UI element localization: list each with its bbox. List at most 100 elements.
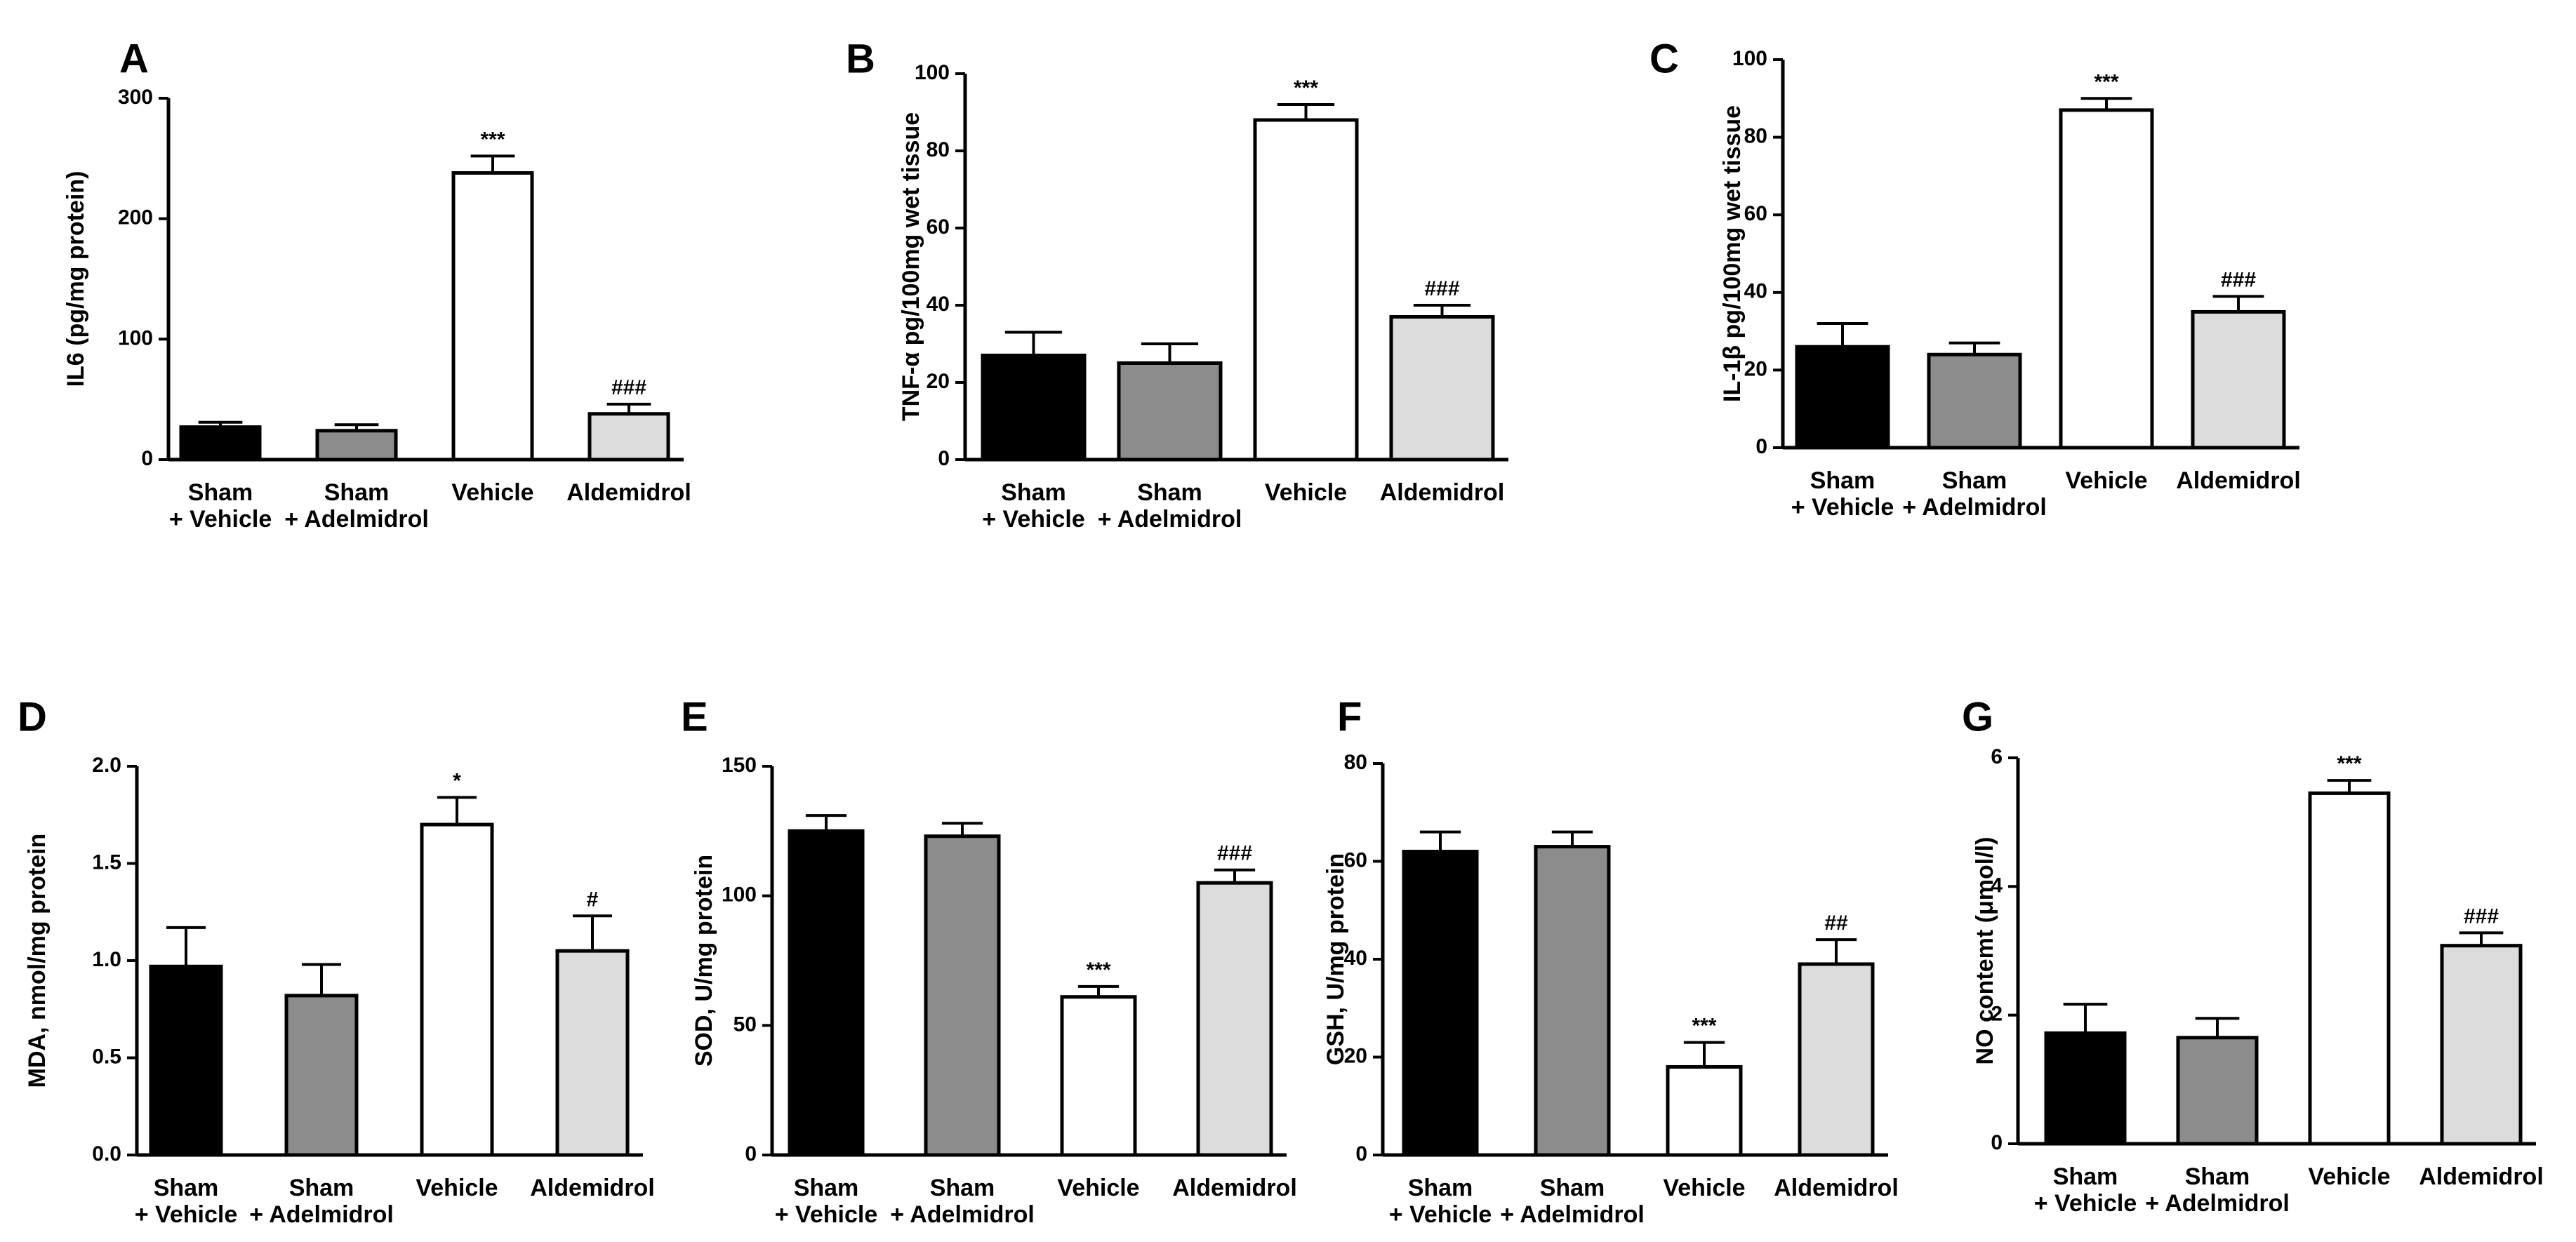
y-tick-label: 60 <box>1344 848 1367 872</box>
bar <box>284 994 359 1157</box>
x-category-label: Sham <box>154 1175 219 1201</box>
y-tick-label: 40 <box>1344 947 1367 970</box>
panel-letter: G <box>1962 695 1993 740</box>
panel-letter: C <box>1649 36 1679 82</box>
x-category-label: + Adelmidrol <box>1098 506 1242 533</box>
significance-marker: * <box>453 769 461 792</box>
bar <box>179 425 262 462</box>
y-tick-label: 100 <box>722 883 757 907</box>
y-tick-label: 40 <box>927 293 950 316</box>
x-category-label: Sham <box>794 1175 859 1201</box>
x-category-label: Aldemidrol <box>2176 467 2301 494</box>
bar <box>2044 1031 2127 1146</box>
x-category-label: Sham <box>289 1175 354 1201</box>
y-axis-label: MDA, nmol/mg protein <box>24 834 51 1088</box>
significance-marker: *** <box>2094 70 2118 93</box>
x-category-label: Sham <box>1137 479 1202 506</box>
y-tick-label: 200 <box>118 206 153 229</box>
x-category-label: Vehicle <box>2065 467 2147 494</box>
x-category-label: Sham <box>1942 467 2007 494</box>
x-category-label: + Vehicle <box>169 506 272 533</box>
x-category-label: Aldemidrol <box>1380 479 1505 506</box>
y-tick-label: 20 <box>1344 1044 1367 1067</box>
bar <box>924 834 1001 1157</box>
bar <box>788 829 865 1157</box>
significance-marker: ### <box>1217 842 1252 865</box>
y-tick-label: 6 <box>1991 745 2003 768</box>
bar <box>555 949 630 1157</box>
y-tick-label: 0 <box>1755 435 1767 458</box>
significance-marker: ### <box>2221 268 2256 291</box>
panel-letter: E <box>681 695 708 740</box>
panel-letter: B <box>846 36 875 82</box>
bar <box>2191 309 2286 450</box>
y-tick-label: 60 <box>1744 202 1767 225</box>
x-category-label: Vehicle <box>451 479 533 506</box>
y-tick-label: 1.5 <box>92 850 121 874</box>
bar <box>1117 361 1223 462</box>
x-category-label: + Vehicle <box>1791 494 1894 521</box>
x-category-label: + Vehicle <box>775 1201 878 1228</box>
y-tick-label: 0 <box>141 447 153 470</box>
x-category-label: Aldemidrol <box>1172 1175 1297 1201</box>
significance-marker: ### <box>611 376 646 399</box>
x-category-label: Sham <box>324 479 390 506</box>
x-category-label: Vehicle <box>1265 479 1347 506</box>
x-category-label: Aldemidrol <box>2419 1163 2544 1190</box>
y-tick-label: 1.0 <box>92 948 121 971</box>
significance-marker: *** <box>1086 959 1110 982</box>
y-tick-label: 20 <box>1744 357 1767 380</box>
y-tick-label: 0.5 <box>92 1045 121 1068</box>
x-category-label: + Vehicle <box>135 1201 238 1228</box>
y-tick-label: 0 <box>1355 1142 1367 1166</box>
y-axis-label: IL6 (pg/mg protein) <box>62 171 89 387</box>
y-tick-label: 40 <box>1744 280 1767 303</box>
bar <box>1060 995 1137 1157</box>
x-category-label: + Adelmidrol <box>2145 1190 2290 1217</box>
y-tick-label: 100 <box>915 61 950 84</box>
panel-letter: F <box>1337 695 1362 740</box>
significance-marker: *** <box>1692 1015 1716 1038</box>
significance-marker: ## <box>1824 912 1848 935</box>
y-tick-label: 4 <box>1991 874 2003 897</box>
x-category-label: Sham <box>1540 1175 1605 1201</box>
bar <box>1402 850 1479 1157</box>
bar <box>587 412 670 462</box>
significance-marker: *** <box>1294 76 1318 100</box>
bar <box>1253 118 1359 462</box>
bar <box>2440 944 2523 1146</box>
significance-marker: ### <box>1424 277 1459 300</box>
bar <box>315 429 398 462</box>
chart-panel-c: C 0 20 40 60 80 100 IL-1β pg/100mg wet tissue Sh… <box>1649 36 2301 521</box>
x-category-label: Aldemidrol <box>566 479 691 506</box>
x-category-label: Aldemidrol <box>1774 1175 1899 1201</box>
bar <box>1666 1064 1743 1157</box>
x-category-label: Sham <box>930 1175 995 1201</box>
x-category-label: Sham <box>188 479 253 506</box>
y-tick-label: 2.0 <box>92 754 121 777</box>
x-category-label: + Vehicle <box>1389 1201 1492 1228</box>
chart-panel-b: B 0 20 40 60 80 100 TNF-α pg/100mg wet tissue Sh… <box>846 36 1508 533</box>
y-tick-label: 100 <box>118 326 153 349</box>
y-tick-label: 60 <box>927 215 950 239</box>
bar <box>981 354 1087 462</box>
y-tick-label: 150 <box>722 754 757 777</box>
x-category-label: Sham <box>1810 467 1875 494</box>
y-tick-label: 0 <box>745 1142 757 1166</box>
x-category-label: Vehicle <box>1057 1175 1139 1201</box>
x-category-label: + Adelmidrol <box>890 1201 1035 1228</box>
significance-marker: *** <box>480 128 505 151</box>
x-category-label: Sham <box>2185 1163 2250 1190</box>
y-tick-label: 2 <box>1991 1003 2003 1026</box>
bar <box>1196 881 1273 1157</box>
y-tick-label: 80 <box>927 138 950 161</box>
bar <box>451 171 534 462</box>
bar <box>1389 315 1495 462</box>
x-category-label: Vehicle <box>416 1175 498 1201</box>
x-category-label: + Adelmidrol <box>1902 494 2047 521</box>
bar <box>1795 345 1890 450</box>
panel-letter: D <box>18 695 47 740</box>
